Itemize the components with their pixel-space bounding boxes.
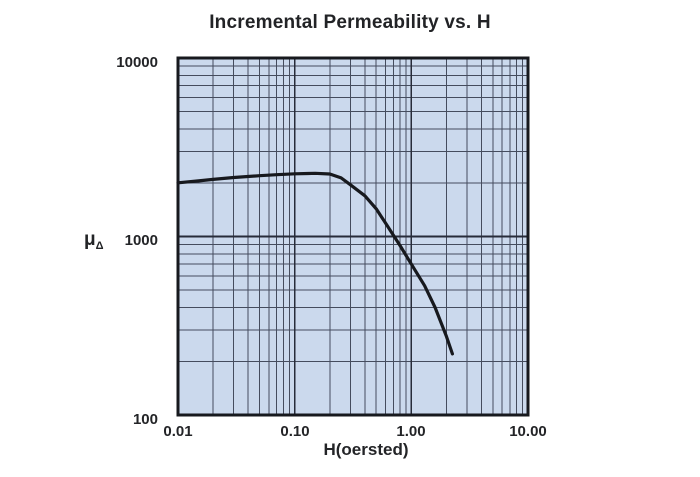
x-tick-10.00: 10.00 xyxy=(509,423,547,440)
y-axis-label-mu: μ xyxy=(84,229,96,250)
y-axis-label-delta-subscript: Δ xyxy=(95,240,104,252)
y-tick-10000: 10000 xyxy=(116,54,158,71)
y-tick-100: 100 xyxy=(132,411,158,428)
permeability-curve xyxy=(176,171,454,356)
y-tick-1000: 1000 xyxy=(124,232,158,249)
x-axis-label: H(oersted) xyxy=(323,440,409,459)
x-tick-0.10: 0.10 xyxy=(280,423,310,440)
y-axis-label: μΔ xyxy=(84,229,104,252)
x-tick-1.00: 1.00 xyxy=(396,423,426,440)
x-tick-0.01: 0.01 xyxy=(163,423,193,440)
plot-border xyxy=(176,56,530,417)
chart-title: Incremental Permeability vs. H xyxy=(209,12,491,33)
